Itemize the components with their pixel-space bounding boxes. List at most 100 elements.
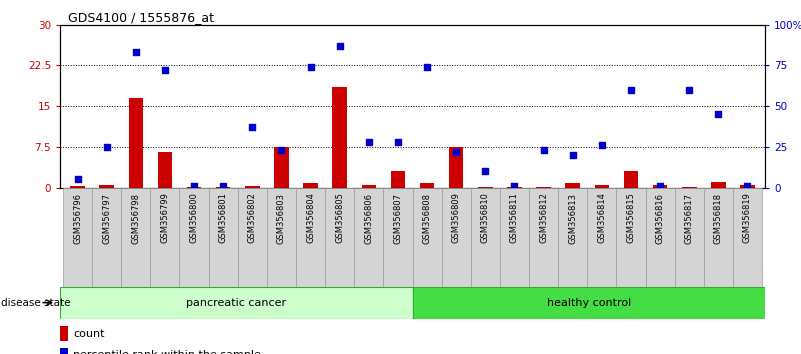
- Bar: [187, 187, 201, 188]
- Bar: [216, 187, 231, 188]
- Bar: [587, 188, 617, 287]
- Point: [304, 64, 317, 70]
- Bar: [274, 147, 288, 188]
- Bar: [60, 348, 68, 354]
- Bar: [704, 188, 733, 287]
- Bar: [478, 187, 493, 188]
- Bar: [332, 87, 347, 188]
- Bar: [500, 188, 529, 287]
- Bar: [617, 188, 646, 287]
- Bar: [60, 287, 413, 319]
- Text: GSM356810: GSM356810: [481, 193, 490, 244]
- Text: GDS4100 / 1555876_at: GDS4100 / 1555876_at: [68, 11, 214, 24]
- Point: [333, 43, 346, 49]
- Point: [508, 183, 521, 189]
- Point: [537, 147, 550, 153]
- Bar: [566, 183, 580, 188]
- Text: count: count: [73, 329, 104, 339]
- Text: GSM356804: GSM356804: [306, 193, 315, 244]
- Point: [479, 169, 492, 174]
- Bar: [441, 188, 471, 287]
- Point: [741, 183, 754, 189]
- Bar: [682, 187, 697, 188]
- Text: GSM356817: GSM356817: [685, 193, 694, 244]
- Bar: [413, 188, 441, 287]
- Point: [275, 147, 288, 153]
- Text: percentile rank within the sample: percentile rank within the sample: [73, 350, 261, 354]
- Text: GSM356796: GSM356796: [73, 193, 82, 244]
- Text: GSM356815: GSM356815: [626, 193, 635, 244]
- Bar: [537, 187, 551, 188]
- Point: [595, 142, 608, 148]
- Bar: [420, 183, 434, 188]
- Bar: [624, 171, 638, 188]
- Text: pancreatic cancer: pancreatic cancer: [186, 298, 286, 308]
- Text: GSM356816: GSM356816: [655, 193, 665, 244]
- Bar: [653, 185, 667, 188]
- Point: [100, 144, 113, 150]
- Bar: [646, 188, 674, 287]
- Point: [71, 177, 84, 182]
- Text: GSM356811: GSM356811: [510, 193, 519, 244]
- Bar: [529, 188, 558, 287]
- Text: GSM356802: GSM356802: [248, 193, 257, 244]
- Point: [392, 139, 405, 145]
- Bar: [238, 188, 267, 287]
- Bar: [179, 188, 208, 287]
- Bar: [449, 147, 464, 188]
- Point: [566, 152, 579, 158]
- Text: GSM356813: GSM356813: [568, 193, 578, 244]
- Bar: [60, 326, 68, 341]
- Text: GSM356800: GSM356800: [190, 193, 199, 244]
- Point: [217, 183, 230, 189]
- Bar: [128, 98, 143, 188]
- Bar: [151, 188, 179, 287]
- Bar: [471, 188, 500, 287]
- Bar: [245, 186, 260, 188]
- Text: GSM356799: GSM356799: [160, 193, 170, 244]
- Point: [682, 87, 695, 93]
- Bar: [674, 188, 704, 287]
- Bar: [121, 188, 151, 287]
- Bar: [296, 188, 325, 287]
- Point: [246, 125, 259, 130]
- Point: [187, 183, 200, 189]
- Point: [625, 87, 638, 93]
- Text: GSM356801: GSM356801: [219, 193, 227, 244]
- Bar: [70, 186, 85, 188]
- Bar: [384, 188, 413, 287]
- Text: GSM356808: GSM356808: [423, 193, 432, 244]
- Bar: [354, 188, 384, 287]
- Bar: [507, 187, 521, 188]
- Bar: [208, 188, 238, 287]
- Bar: [594, 185, 609, 188]
- Text: GSM356807: GSM356807: [393, 193, 402, 244]
- Text: GSM356798: GSM356798: [131, 193, 140, 244]
- Point: [712, 112, 725, 117]
- Text: healthy control: healthy control: [546, 298, 631, 308]
- Text: GSM356797: GSM356797: [103, 193, 111, 244]
- Point: [130, 50, 143, 55]
- Text: GSM356818: GSM356818: [714, 193, 723, 244]
- Text: GSM356819: GSM356819: [743, 193, 752, 244]
- Point: [421, 64, 433, 70]
- Bar: [711, 182, 726, 188]
- Bar: [304, 183, 318, 188]
- Text: disease state: disease state: [1, 298, 70, 308]
- Text: GSM356814: GSM356814: [598, 193, 606, 244]
- Point: [654, 183, 666, 189]
- Text: GSM356806: GSM356806: [364, 193, 373, 244]
- Bar: [99, 185, 114, 188]
- Text: GSM356809: GSM356809: [452, 193, 461, 244]
- Text: GSM356812: GSM356812: [539, 193, 548, 244]
- Bar: [391, 171, 405, 188]
- Bar: [325, 188, 354, 287]
- Bar: [92, 188, 121, 287]
- Text: GSM356805: GSM356805: [335, 193, 344, 244]
- Point: [362, 139, 375, 145]
- Bar: [558, 188, 587, 287]
- Bar: [158, 152, 172, 188]
- Bar: [733, 188, 762, 287]
- Bar: [740, 185, 755, 188]
- Point: [450, 149, 463, 155]
